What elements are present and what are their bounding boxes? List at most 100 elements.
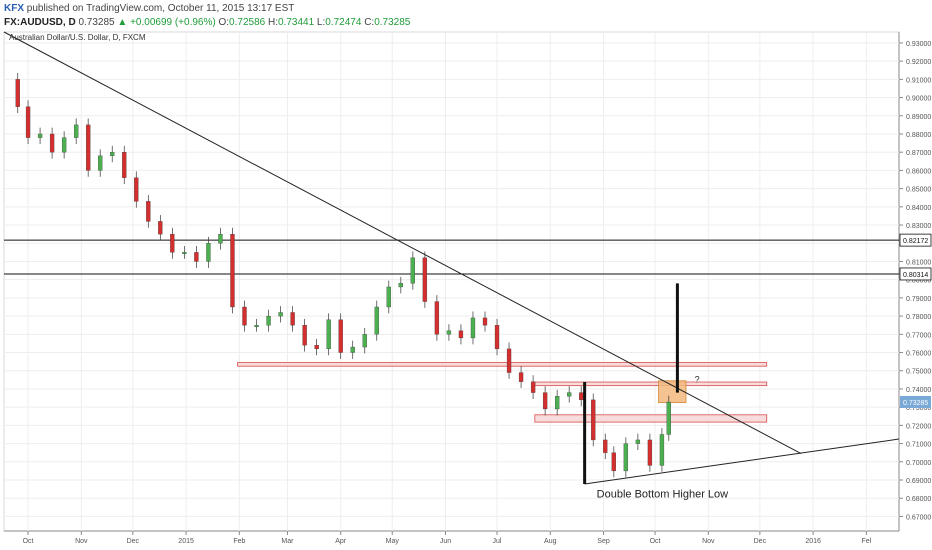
x-tick-label: Nov [702, 538, 715, 545]
candle[interactable] [194, 252, 199, 262]
zone-rectangle[interactable] [534, 381, 768, 387]
level-price-tag [899, 267, 932, 281]
candle[interactable] [218, 233, 223, 244]
candle[interactable] [567, 392, 572, 397]
candle[interactable] [554, 396, 560, 410]
candle[interactable] [410, 257, 415, 284]
candle[interactable] [611, 452, 616, 472]
high-value: 0.73441 [277, 17, 315, 28]
candle[interactable] [635, 439, 641, 444]
open-label: O: [218, 17, 230, 28]
candle[interactable] [266, 315, 271, 326]
candle[interactable] [134, 177, 139, 202]
y-tick-label: 0.74000 [906, 387, 931, 394]
candle[interactable] [530, 381, 536, 393]
y-tick-label: 0.87000 [906, 150, 931, 157]
symbol-name[interactable]: FX:AUDUSD, D [4, 17, 76, 28]
candle[interactable] [350, 346, 355, 353]
candle[interactable] [122, 152, 127, 178]
candle[interactable] [61, 137, 67, 153]
candle[interactable] [666, 401, 671, 435]
chart-header: KFX published on TradingView.com, Octobe… [0, 0, 932, 32]
candle[interactable] [86, 124, 91, 171]
candle[interactable] [290, 312, 295, 326]
candle[interactable] [278, 312, 283, 317]
plot-area[interactable] [3, 31, 900, 532]
candle[interactable] [314, 345, 319, 350]
zone-rectangle[interactable] [534, 414, 768, 423]
zone-rectangle[interactable] [237, 362, 768, 367]
y-tick-label: 0.81000 [906, 259, 931, 266]
candle[interactable] [242, 306, 247, 326]
candle[interactable] [170, 233, 175, 253]
candle[interactable] [398, 283, 403, 288]
chart-title: Australian Dollar/U.S. Dollar, D, FXCM [9, 33, 146, 42]
y-tick-label: 0.88000 [906, 132, 931, 139]
last-price: 0.73285 [78, 17, 115, 28]
candle[interactable] [374, 306, 379, 335]
x-tick-label: 2015 [178, 538, 194, 545]
candle[interactable] [182, 252, 187, 255]
candle[interactable] [482, 317, 488, 326]
y-tick-label: 0.92000 [906, 59, 931, 66]
candle[interactable] [326, 319, 331, 350]
x-tick-label: Sep [597, 538, 610, 545]
candle[interactable] [591, 399, 596, 441]
candle[interactable] [603, 439, 608, 453]
candle[interactable] [110, 152, 115, 156]
candle[interactable] [422, 257, 428, 302]
y-tick-label: 0.72000 [906, 423, 931, 430]
x-tick-label: Fel [861, 538, 871, 545]
candle[interactable] [302, 325, 307, 346]
question-mark-annotation: ? [695, 375, 700, 385]
x-tick-label: Oct [23, 538, 34, 545]
y-tick-label: 0.91000 [906, 77, 931, 84]
level-price-label: 0.82172 [903, 238, 928, 245]
y-tick-label: 0.75000 [906, 369, 931, 376]
close-value: 0.73285 [374, 17, 411, 28]
candle[interactable] [659, 434, 665, 466]
candle[interactable] [146, 201, 151, 222]
author-name[interactable]: KFX [4, 3, 24, 14]
candle[interactable] [25, 106, 31, 138]
candle[interactable] [647, 439, 653, 466]
candle[interactable] [579, 392, 584, 401]
publish-info: published on TradingView.com, October 11… [26, 3, 295, 14]
trend-line[interactable] [3, 31, 802, 455]
candle[interactable] [518, 372, 524, 382]
x-tick-label: Dec [127, 538, 140, 545]
zone-rectangle[interactable] [658, 380, 687, 404]
x-tick-label: Feb [233, 538, 245, 545]
candle[interactable] [623, 443, 629, 472]
x-tick-label: Mar [281, 538, 294, 545]
candle[interactable] [506, 348, 512, 373]
trend-line[interactable] [584, 438, 900, 485]
y-tick-label: 0.71000 [906, 442, 931, 449]
pattern-annotation: Double Bottom Higher Low [597, 488, 729, 500]
high-label: H: [267, 17, 278, 28]
candle[interactable] [338, 319, 343, 353]
candle[interactable] [362, 334, 367, 348]
candle[interactable] [206, 243, 211, 262]
candle[interactable] [15, 79, 20, 107]
candle[interactable] [458, 330, 464, 339]
candle[interactable] [230, 233, 235, 308]
candle[interactable] [542, 392, 548, 410]
candle[interactable] [37, 133, 43, 138]
candle[interactable] [254, 325, 259, 327]
candle[interactable] [73, 124, 79, 138]
candle[interactable] [446, 330, 452, 335]
candle[interactable] [470, 317, 476, 339]
candle[interactable] [386, 286, 391, 308]
candle[interactable] [98, 155, 103, 171]
candle[interactable] [434, 301, 440, 335]
open-value: 0.72586 [229, 17, 266, 28]
y-tick-label: 0.86000 [906, 168, 931, 175]
candle[interactable] [49, 133, 55, 153]
candle[interactable] [494, 325, 500, 350]
y-tick-label: 0.69000 [906, 478, 931, 485]
y-tick-label: 0.73000 [906, 405, 931, 412]
candle[interactable] [158, 221, 163, 235]
publish-line: KFX published on TradingView.com, Octobe… [4, 3, 294, 15]
